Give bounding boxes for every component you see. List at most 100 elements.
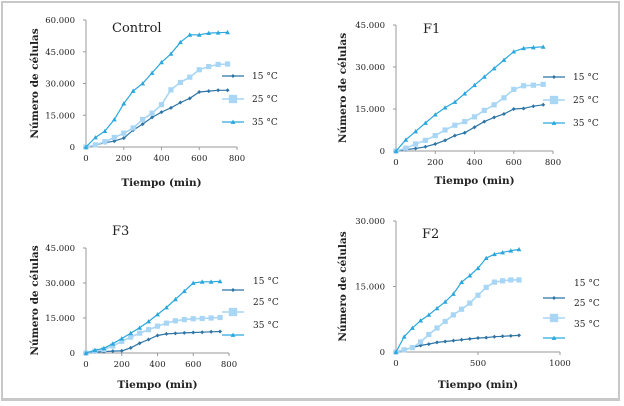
- data-point: [401, 347, 407, 353]
- data-point: [208, 315, 214, 321]
- data-point: [197, 89, 202, 94]
- legend-label: 15 °C: [252, 72, 278, 82]
- data-point: [168, 51, 174, 56]
- data-point: [426, 312, 432, 317]
- data-point: [530, 45, 536, 50]
- data-point: [501, 112, 506, 117]
- data-point: [199, 279, 205, 284]
- legend-swatch-marker: [228, 307, 238, 317]
- data-point: [393, 148, 399, 153]
- x-tick-label: 600: [191, 154, 207, 164]
- data-point: [140, 81, 146, 86]
- data-point: [140, 116, 146, 123]
- y-tick-label: 15.000: [355, 283, 385, 293]
- data-point: [432, 112, 438, 117]
- data-point: [196, 67, 202, 73]
- data-point: [196, 32, 202, 37]
- y-tick-label: 0: [380, 147, 385, 157]
- y-axis-title: Número de células: [337, 33, 349, 143]
- chart-panel-f2: 0 15.000 30.000 0 500 1000 F2 Tiempo (min) Númer…: [337, 217, 600, 391]
- data-point: [403, 137, 409, 142]
- y-tick-label: 15.000: [355, 105, 385, 115]
- data-point: [418, 339, 424, 345]
- data-point: [413, 129, 419, 134]
- x-tick-label: 800: [229, 154, 245, 164]
- series-35c: [83, 278, 223, 355]
- data-point: [102, 128, 108, 134]
- data-point: [111, 117, 117, 122]
- data-point: [521, 106, 526, 111]
- x-axis-title: Tiempo (min): [434, 175, 514, 187]
- data-point: [187, 32, 193, 37]
- data-point: [413, 141, 419, 147]
- data-point: [462, 119, 468, 125]
- y-tick-label: 30.000: [45, 80, 75, 90]
- data-point: [401, 334, 407, 339]
- x-tick-label: 400: [153, 154, 169, 164]
- data-point: [511, 49, 517, 54]
- data-point: [168, 87, 174, 93]
- data-point: [149, 70, 155, 75]
- data-point: [128, 334, 134, 340]
- y-tick-label: 0: [70, 143, 75, 153]
- data-point: [484, 335, 489, 340]
- legend-label: 25 °C: [574, 299, 600, 309]
- data-point: [121, 136, 126, 141]
- x-tick-label: 800: [545, 158, 561, 168]
- series-15c: [394, 333, 521, 354]
- data-point: [177, 79, 183, 86]
- data-point: [159, 110, 164, 115]
- data-point: [209, 329, 214, 334]
- legend-label: 25 °C: [252, 95, 278, 105]
- y-tick-label: 45.000: [45, 48, 75, 58]
- data-point: [208, 279, 214, 284]
- data-point: [182, 330, 187, 335]
- series-35c: [393, 246, 522, 354]
- panel-title: F1: [423, 22, 440, 37]
- data-point: [476, 336, 480, 341]
- y-tick-label: 0: [70, 349, 75, 359]
- y-axis-title: Número de células: [337, 231, 349, 341]
- data-point: [442, 318, 448, 325]
- legend-item-35c: 35 °C: [222, 321, 279, 337]
- data-point: [225, 29, 230, 35]
- data-point: [459, 279, 464, 285]
- data-point: [521, 45, 526, 51]
- data-point: [83, 350, 89, 355]
- data-point: [163, 320, 170, 326]
- data-point: [119, 348, 124, 353]
- data-point: [130, 88, 136, 93]
- data-point: [483, 255, 489, 261]
- data-point: [93, 135, 98, 140]
- data-point: [200, 330, 205, 335]
- legend-item-25c: 25 °C: [222, 94, 278, 105]
- x-tick-label: 0: [393, 359, 398, 369]
- x-axis-title: Tiempo (min): [117, 379, 197, 391]
- data-point: [475, 292, 481, 298]
- series-line: [85, 316, 221, 354]
- data-point: [215, 61, 221, 68]
- data-point: [517, 333, 521, 338]
- series-25c: [83, 61, 231, 150]
- data-point: [541, 102, 546, 107]
- data-point: [459, 306, 465, 312]
- data-point: [422, 137, 429, 143]
- data-point: [508, 333, 513, 338]
- y-tick-label: 15.000: [45, 314, 75, 324]
- data-point: [121, 130, 127, 136]
- data-point: [137, 325, 143, 330]
- data-point: [146, 337, 151, 342]
- data-point: [511, 86, 517, 92]
- data-point: [423, 120, 428, 125]
- data-point: [150, 115, 155, 120]
- x-tick-label: 200: [114, 360, 130, 370]
- data-point: [459, 337, 464, 342]
- y-axis-title: Número de células: [29, 245, 41, 355]
- data-point: [191, 330, 196, 335]
- data-point: [110, 341, 116, 346]
- legend-swatch-marker: [551, 120, 557, 125]
- data-point: [181, 317, 187, 323]
- data-point: [164, 305, 169, 310]
- series-35c: [83, 29, 230, 149]
- data-point: [491, 279, 497, 285]
